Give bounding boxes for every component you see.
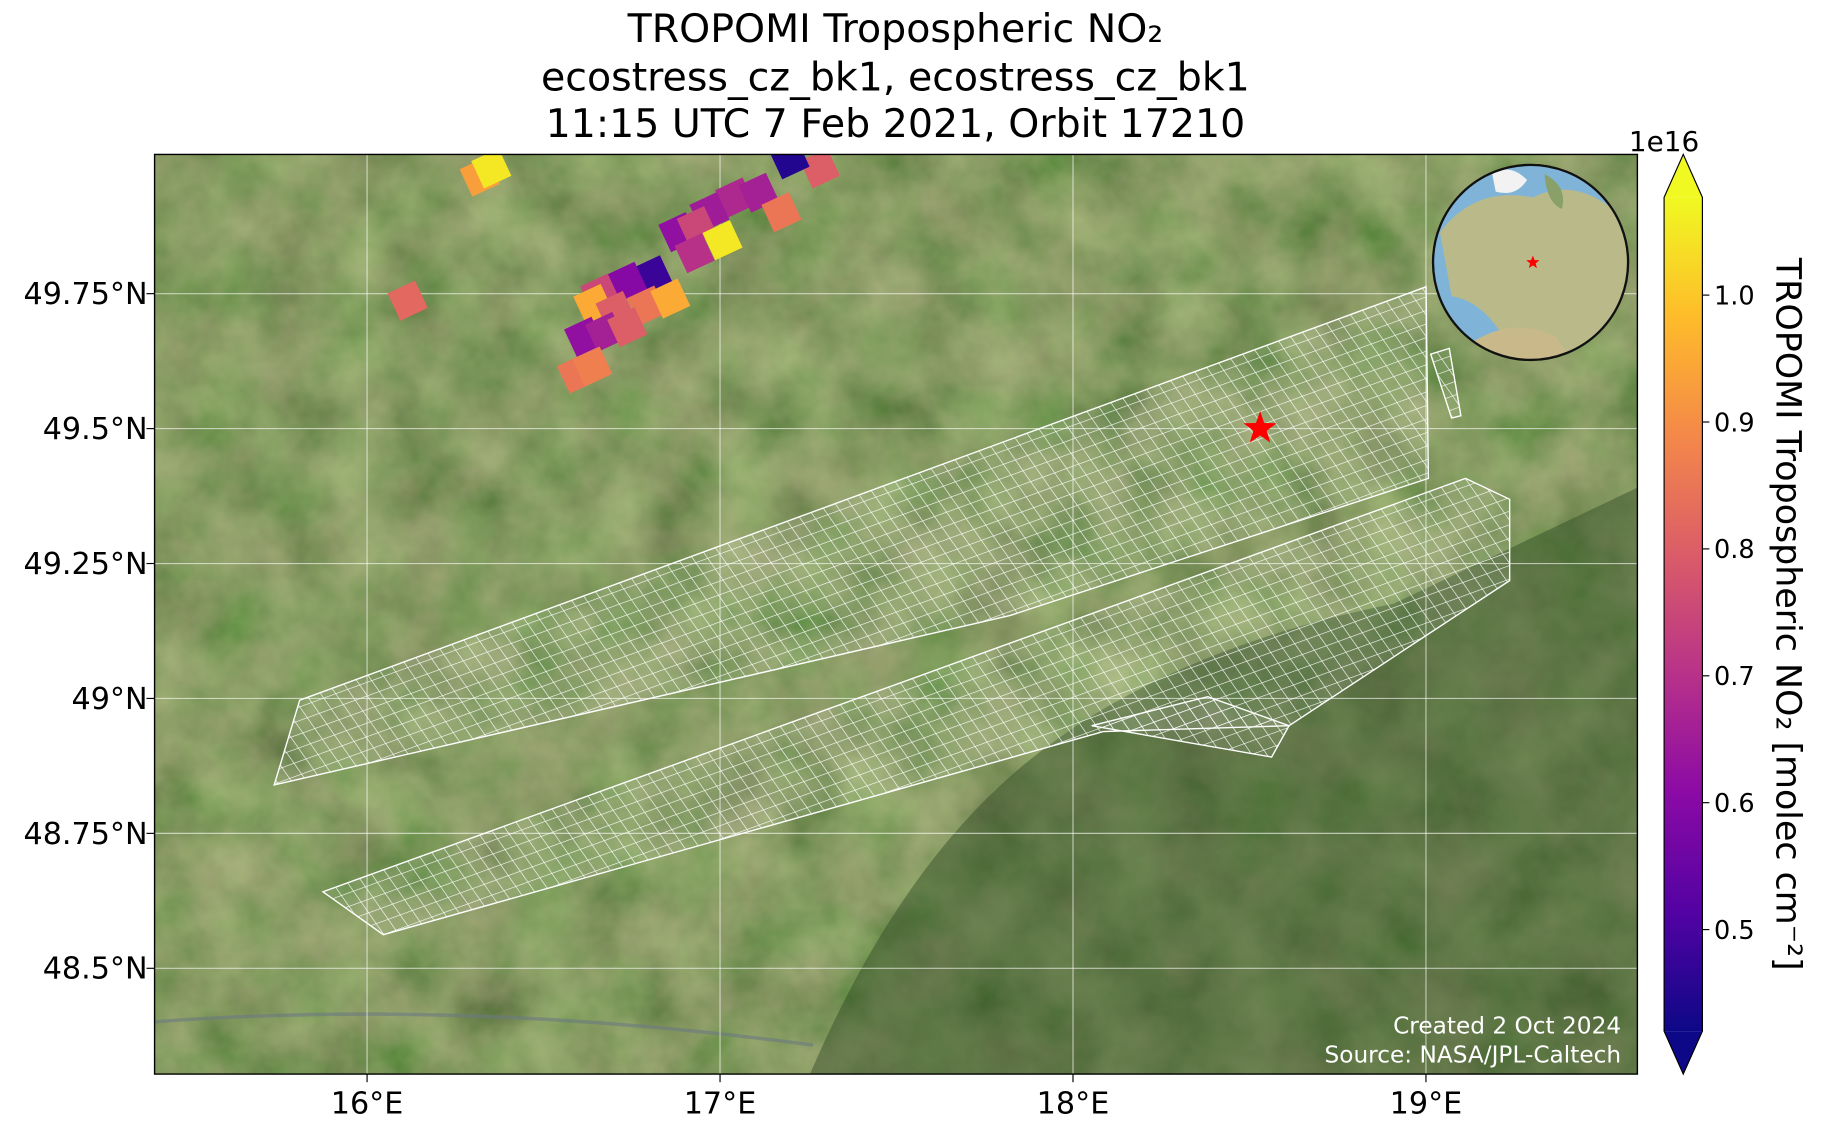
- grid: [146, 154, 1638, 1083]
- colorbar-extend-top: [1664, 154, 1703, 198]
- no2-pixel: [471, 154, 512, 189]
- swath-footprints: [273, 285, 1511, 936]
- colorbar-outline: [1663, 153, 1703, 1076]
- x-tick-label: 17°E: [684, 1087, 757, 1122]
- labels: TROPOMI Tropospheric NO₂ ecostress_cz_bk…: [24, 6, 1808, 1122]
- colorbar-tick-label: 0.6: [1714, 789, 1755, 819]
- colorbar-extend-bottom: [1664, 1031, 1703, 1075]
- y-tick-label: 48.75°N: [24, 817, 148, 852]
- colorbar-body: [1664, 197, 1703, 1032]
- x-tick-label: 18°E: [1037, 1087, 1110, 1122]
- no2-pixel: [572, 346, 613, 387]
- no2-pixel: [650, 278, 691, 319]
- x-tick-label: 19°E: [1390, 1087, 1463, 1122]
- colorbar-tick-label: 0.7: [1714, 662, 1755, 692]
- no2-pixel: [674, 233, 715, 274]
- credit: Created 2 Oct 2024: [1393, 1012, 1621, 1039]
- y-tick-label: 49°N: [72, 682, 148, 717]
- swath: [1091, 695, 1291, 758]
- colorbar-tick-label: 0.9: [1714, 408, 1755, 438]
- colorbar-tick-label: 0.5: [1714, 916, 1755, 946]
- axes-frame: [153, 153, 1639, 1075]
- no2-pixel: [769, 154, 810, 180]
- title-line: 11:15 UTC 7 Feb 2021, Orbit 17210: [546, 101, 1246, 147]
- y-tick-label: 48.5°N: [43, 952, 148, 987]
- no2-pixels: [387, 154, 840, 394]
- y-tick-label: 49.5°N: [43, 412, 148, 447]
- no2-pixel: [702, 220, 743, 261]
- colorbar-tick-label: 0.8: [1714, 535, 1755, 565]
- y-tick-label: 49.75°N: [24, 277, 148, 312]
- title-line: ecostress_cz_bk1, ecostress_cz_bk1: [541, 55, 1250, 101]
- colorbar-label: TROPOMI Tropospheric NO₂ [molec cm⁻²]: [1768, 257, 1808, 971]
- no2-pixel: [761, 192, 802, 233]
- colorbar: 0.5 0.6 0.7 0.8 0.9 1.0: [1663, 153, 1755, 1076]
- swath: [321, 477, 1511, 936]
- credit: Source: NASA/JPL-Caltech: [1325, 1041, 1622, 1068]
- title-line: TROPOMI Tropospheric NO₂: [627, 6, 1164, 52]
- target-marker: [1243, 411, 1277, 443]
- colorbar-tick-label: 1.0: [1714, 281, 1755, 311]
- swath: [273, 285, 1430, 786]
- swath: [1429, 347, 1462, 419]
- y-tick-label: 49.25°N: [24, 547, 148, 582]
- no2-pixel: [607, 307, 648, 348]
- no2-pixel: [607, 261, 648, 302]
- globe-marker: [1526, 255, 1540, 269]
- globe-inset: [1431, 163, 1630, 362]
- no2-pixel: [387, 280, 428, 321]
- x-tick-label: 16°E: [331, 1087, 404, 1122]
- no2-pixel: [799, 154, 840, 189]
- colorbar-offset: 1e16: [1629, 125, 1699, 158]
